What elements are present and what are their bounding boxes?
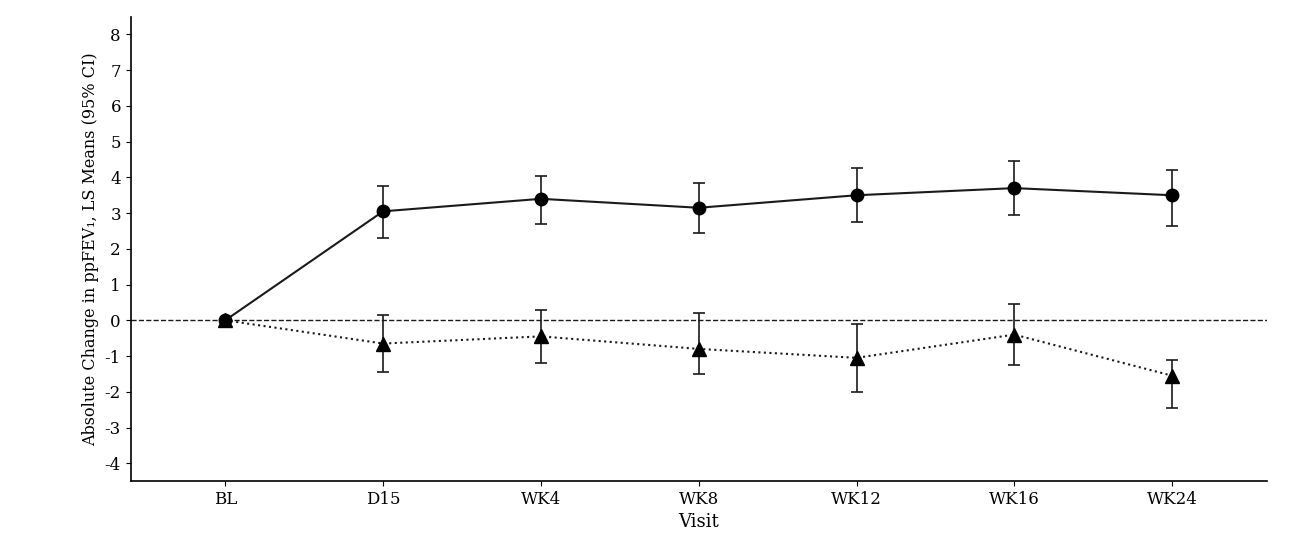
X-axis label: Visit: Visit	[678, 513, 720, 531]
Y-axis label: Absolute Change in ppFEV₁, LS Means (95% CI): Absolute Change in ppFEV₁, LS Means (95%…	[82, 52, 99, 446]
